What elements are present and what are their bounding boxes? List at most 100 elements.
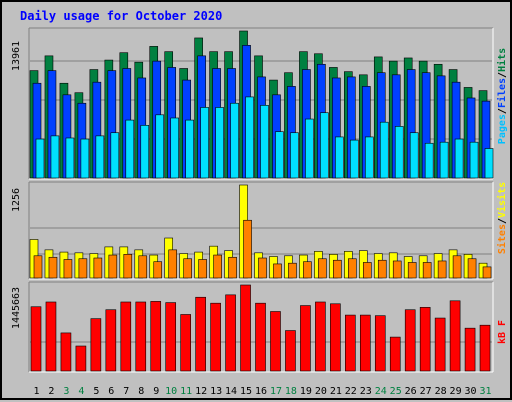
x-tick-label-day-16: 16 [255, 386, 267, 397]
bar-pages-day-12 [200, 107, 209, 179]
bar-sites-day-27 [422, 262, 432, 279]
x-tick-label-day-21: 21 [330, 386, 342, 397]
x-tick-label-day-12: 12 [195, 386, 207, 397]
bar-sites-day-31 [482, 266, 492, 279]
bar-kb-f-day-9 [150, 301, 162, 372]
bar-sites-day-30 [467, 258, 477, 279]
bar-kb-f-day-13 [210, 302, 221, 372]
bar-sites-day-19 [303, 261, 312, 279]
x-tick-label-day-7: 7 [123, 386, 129, 397]
x-tick-label-day-5: 5 [93, 386, 99, 397]
legend-item-sites: Sites [496, 224, 508, 254]
x-tick-label-day-13: 13 [210, 386, 222, 397]
bar-kb-f-day-14 [225, 294, 236, 372]
bar-sites-day-7 [123, 254, 133, 279]
bar-kb-f-day-22 [345, 314, 356, 372]
bar-sites-day-4 [78, 258, 88, 279]
bar-kb-f-day-5 [90, 318, 102, 372]
bar-kb-f-day-17 [270, 311, 281, 372]
bar-sites-day-18 [288, 262, 297, 279]
x-tick-label-day-3: 3 [63, 386, 69, 397]
legend-item-kb-f: kB F [497, 320, 508, 344]
x-tick-label-day-8: 8 [138, 386, 144, 397]
bar-sites-day-11 [183, 258, 192, 279]
bar-sites-day-8 [138, 255, 148, 279]
bar-pages-day-2 [50, 135, 60, 179]
legend-item--: / [497, 72, 508, 78]
x-tick-label-day-1: 1 [33, 386, 39, 397]
x-tick-label-day-22: 22 [345, 386, 357, 397]
bar-sites-day-9 [153, 261, 163, 279]
x-tick-label-day-14: 14 [225, 386, 237, 397]
bar-sites-day-16 [258, 257, 267, 279]
bar-kb-f-day-8 [135, 301, 147, 372]
bar-pages-day-10 [170, 117, 180, 179]
bar-kb-f-day-7 [120, 301, 132, 372]
panel-3-legend: kB F [497, 320, 508, 344]
bar-pages-day-23 [364, 136, 374, 179]
x-tick-label-day-17: 17 [270, 386, 282, 397]
bar-kb-f-day-11 [180, 314, 191, 372]
bar-kb-f-day-28 [434, 317, 446, 372]
x-tick-label-day-19: 19 [300, 386, 312, 397]
bar-kb-f-day-29 [449, 300, 461, 372]
bar-sites-day-15 [243, 219, 252, 279]
bar-pages-day-26 [409, 132, 419, 179]
bar-pages-day-13 [215, 107, 224, 179]
bar-pages-day-25 [394, 126, 404, 179]
bar-kb-f-day-21 [330, 303, 341, 372]
bar-kb-f-day-2 [45, 301, 57, 372]
bar-kb-f-day-25 [389, 336, 401, 372]
bar-sites-day-10 [168, 249, 178, 279]
x-tick-label-day-11: 11 [180, 386, 192, 397]
x-tick-label-day-27: 27 [420, 386, 432, 397]
bar-sites-day-28 [437, 260, 447, 279]
x-tick-label-day-9: 9 [153, 386, 159, 397]
bar-kb-f-day-31 [479, 324, 491, 372]
bar-sites-day-17 [273, 263, 282, 279]
x-tick-label-day-28: 28 [435, 386, 447, 397]
bar-pages-day-24 [379, 121, 389, 179]
x-tick-label-day-4: 4 [78, 386, 84, 397]
bar-pages-day-20 [320, 112, 329, 179]
x-tick-label-day-23: 23 [360, 386, 372, 397]
bar-pages-day-29 [454, 138, 464, 179]
panel-2-max-label: 1256 [11, 188, 22, 212]
x-tick-label-day-20: 20 [315, 386, 327, 397]
bar-pages-day-31 [484, 148, 494, 179]
bar-sites-day-1 [33, 255, 43, 279]
bar-pages-day-16 [260, 105, 269, 179]
bar-sites-day-22 [348, 258, 357, 279]
x-tick-label-day-29: 29 [450, 386, 462, 397]
bar-sites-day-13 [213, 254, 222, 279]
bar-kb-f-day-26 [404, 309, 416, 372]
bar-kb-f-day-23 [359, 314, 371, 372]
x-tick-label-day-15: 15 [240, 386, 252, 397]
x-tick-label-day-30: 30 [465, 386, 477, 397]
bar-kb-f-day-27 [419, 307, 431, 372]
panel-3-max-label: 1445663 [11, 287, 22, 329]
bar-kb-f-day-3 [60, 332, 72, 372]
bar-sites-day-12 [198, 259, 207, 279]
bar-pages-day-19 [305, 118, 314, 179]
bar-pages-day-8 [140, 125, 150, 179]
bar-pages-day-9 [155, 114, 165, 179]
bar-sites-day-6 [108, 254, 118, 279]
bar-kb-f-day-20 [315, 301, 326, 372]
x-tick-label-day-2: 2 [48, 386, 54, 397]
bar-kb-f-day-18 [285, 330, 296, 372]
bar-pages-day-15 [245, 96, 254, 179]
bar-pages-day-4 [80, 138, 90, 179]
x-tick-label-day-25: 25 [390, 386, 402, 397]
legend-item-pages: Pages [497, 114, 508, 144]
bar-pages-day-17 [275, 131, 284, 179]
bar-kb-f-day-16 [255, 302, 266, 372]
bar-sites-day-21 [333, 259, 342, 279]
bar-sites-day-5 [93, 257, 103, 279]
bar-sites-day-23 [362, 262, 372, 279]
bar-kb-f-day-15 [240, 284, 251, 372]
legend-item-visits: Visits [496, 182, 508, 218]
bar-pages-day-11 [185, 119, 194, 179]
